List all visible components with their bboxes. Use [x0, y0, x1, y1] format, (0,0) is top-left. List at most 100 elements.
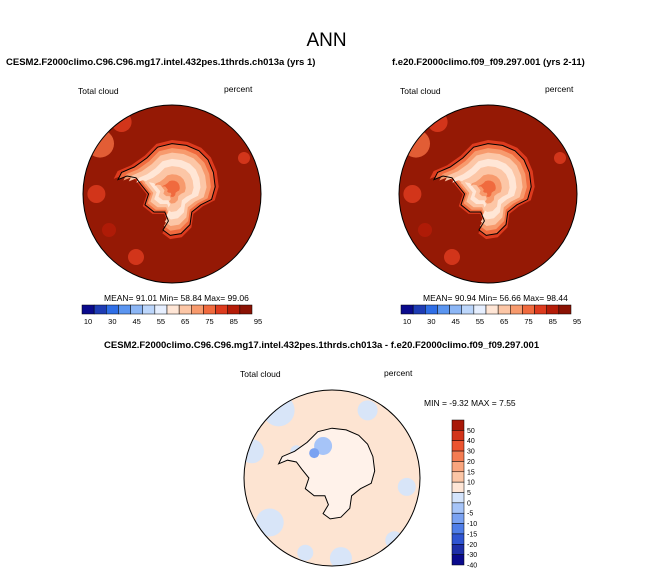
colorbar-tick-label: 65 — [181, 317, 189, 326]
colorbar-swatch — [497, 304, 511, 315]
colorbar-tick-label: 95 — [573, 317, 581, 326]
colorbar-tick-label: 10 — [403, 317, 411, 326]
colorbar-tick-label: 45 — [132, 317, 140, 326]
cloud-blotch — [87, 185, 106, 203]
cloud-blotch — [111, 112, 132, 132]
colorbar-swatch — [425, 304, 438, 315]
colorbar-swatch — [451, 544, 465, 555]
cloud-blotch — [554, 152, 566, 164]
map-boundary — [82, 104, 262, 284]
colorbar-swatch — [451, 533, 465, 545]
colorbar-tick-label: 50 — [467, 428, 475, 435]
cloud-blotch — [128, 249, 144, 265]
colorbar-tick-label: 10 — [467, 480, 475, 487]
colorbar-swatch — [81, 304, 95, 315]
cloud-contour — [478, 180, 496, 197]
colorbar-tick-label: 55 — [476, 317, 484, 326]
negative-anomaly-patch — [397, 477, 416, 496]
colorbar-swatch — [93, 304, 107, 315]
coastline — [116, 143, 216, 236]
colorbar-tick-label: -30 — [467, 552, 477, 559]
colorbar-swatch — [166, 304, 180, 315]
panel3-stats: MIN = -9.32 MAX = 7.55 — [424, 398, 516, 408]
panel1-polar-map — [82, 104, 262, 284]
panel2-polar-map — [398, 104, 578, 284]
colorbar-swatch — [203, 304, 216, 315]
negative-anomaly-patch — [357, 400, 378, 421]
colorbar-swatch — [227, 304, 241, 315]
colorbar-swatch — [473, 304, 487, 315]
colorbar-swatch — [558, 304, 572, 315]
colorbar-tick-label: 5 — [467, 490, 471, 497]
colorbar-swatch — [451, 481, 465, 493]
panel2-units-label: percent — [545, 84, 574, 94]
colorbar-swatch — [142, 304, 156, 315]
cloud-blotch — [86, 129, 114, 158]
negative-anomaly-patch — [244, 439, 264, 464]
cloud-blotch — [403, 185, 422, 203]
colorbar-swatch — [522, 304, 535, 315]
colorbar-tick-label: 75 — [524, 317, 532, 326]
negative-anomaly-patch — [314, 436, 333, 455]
colorbar-swatch — [451, 492, 465, 504]
colorbar-tick-label: 85 — [549, 317, 557, 326]
panel2-stats: MEAN= 90.94 Min= 56.66 Max= 98.44 — [423, 293, 568, 303]
colorbar-tick-label: 95 — [254, 317, 262, 326]
panel1-title: CESM2.F2000climo.C96.C96.mg17.intel.432p… — [6, 57, 316, 68]
cloud-blotch — [418, 223, 432, 237]
colorbar-tick-label: 30 — [427, 317, 435, 326]
colorbar-swatch — [400, 304, 414, 315]
colorbar-swatch — [451, 461, 465, 473]
map-fill — [83, 105, 261, 283]
map-boundary — [398, 104, 578, 284]
colorbar-swatch — [451, 450, 465, 462]
cloud-blotch — [238, 152, 250, 164]
colorbar-swatch — [118, 304, 131, 315]
colorbar-tick-label: -40 — [467, 563, 477, 570]
colorbar-tick-label: 0 — [467, 500, 471, 507]
panel3-variable-label: Total cloud — [240, 369, 281, 379]
colorbar-swatch — [510, 304, 523, 315]
cloud-blotch — [402, 129, 430, 158]
colorbar-swatch — [451, 523, 465, 535]
coastline — [277, 427, 376, 520]
panel2-colorbar: 10 30 45 55 65 75 85 95 — [400, 304, 581, 326]
map-boundary — [243, 389, 421, 567]
map-fill — [399, 105, 577, 283]
colorbar-swatch — [154, 304, 168, 315]
colorbar-swatch — [239, 304, 253, 315]
colorbar-swatch — [106, 304, 119, 315]
panel2-title: f.e20.F2000climo.f09_f09.297.001 (yrs 2-… — [392, 57, 585, 68]
colorbar-tick-label: 10 — [84, 317, 92, 326]
cloud-blotch — [102, 223, 116, 237]
colorbar-tick-label: 85 — [230, 317, 238, 326]
colorbar-swatch — [178, 304, 192, 315]
negative-anomaly-patch — [262, 394, 295, 427]
colorbar-swatch — [546, 304, 560, 315]
panel1-variable-label: Total cloud — [78, 86, 119, 96]
panel1-units-label: percent — [224, 84, 253, 94]
cloud-contour — [162, 180, 180, 197]
panel3-title: CESM2.F2000climo.C96.C96.mg17.intel.432p… — [104, 340, 540, 351]
colorbar-swatch — [451, 430, 465, 441]
negative-anomaly-patch — [255, 508, 284, 537]
colorbar-tick-label: 45 — [451, 317, 459, 326]
colorbar-swatch — [451, 471, 465, 483]
colorbar-tick-label: 65 — [500, 317, 508, 326]
colorbar-swatch — [449, 304, 462, 315]
colorbar-tick-label: 30 — [467, 449, 475, 456]
colorbar-swatch — [191, 304, 204, 315]
colorbar-tick-label: 55 — [157, 317, 165, 326]
colorbar-tick-label: 30 — [108, 317, 116, 326]
panel3-units-label: percent — [384, 368, 413, 378]
panel1-colorbar: 10 30 45 55 65 75 85 95 — [81, 304, 262, 326]
colorbar-tick-label: 40 — [467, 438, 475, 445]
panel1-stats: MEAN= 91.01 Min= 58.84 Max= 99.06 — [104, 293, 249, 303]
colorbar-swatch — [451, 512, 465, 524]
colorbar-tick-label: 75 — [205, 317, 213, 326]
cloud-blotch — [427, 112, 448, 132]
colorbar-swatch — [412, 304, 426, 315]
panel2-variable-label: Total cloud — [400, 86, 441, 96]
colorbar-tick-label: -10 — [467, 521, 477, 528]
